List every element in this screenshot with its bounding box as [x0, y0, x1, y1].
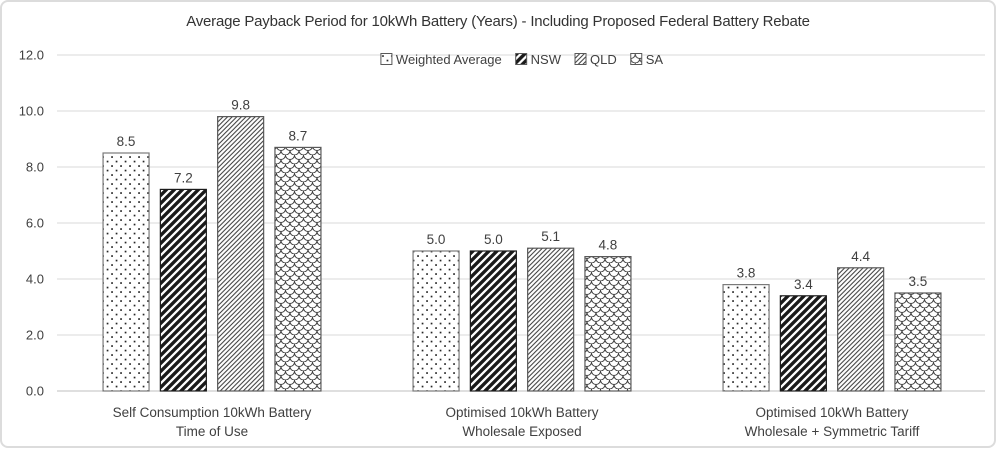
legend-swatch-sa	[630, 53, 643, 65]
x-axis-category-label-3: Optimised 10kWh Battery Wholesale + Symme…	[745, 405, 920, 439]
legend-item-qld: QLD	[574, 52, 617, 67]
y-axis-tick-label: 2.0	[26, 328, 44, 343]
legend-label-sa: SA	[646, 52, 664, 67]
value-labels-group: 8.5 5.0 3.8 7.2 5.0 3.4 9.8 5.1 4.4 8.7 4.8 3.5	[117, 98, 928, 292]
value-label-nsw-group-1: 7.2	[174, 170, 193, 185]
chart-title: Average Payback Period for 10kWh Battery…	[186, 13, 810, 30]
x-axis-category-label-1: Self Consumption 10kWh Battery Time of Us…	[113, 405, 312, 439]
legend: Weighted Average NSW QLD SA	[380, 52, 664, 67]
bars-group	[102, 115, 942, 392]
bar-qld-group-2	[527, 247, 575, 392]
value-label-qld-group-2: 5.1	[541, 229, 560, 244]
x-axis-category-label-2: Optimised 10kWh Battery Wholesale Exposed	[445, 405, 598, 439]
value-label-weighted-average-group-2: 5.0	[427, 232, 446, 247]
y-axis-tick-label: 6.0	[26, 216, 44, 231]
bar-qld-group-3	[837, 267, 885, 392]
y-axis-tick-label: 10.0	[19, 104, 44, 119]
y-axis-tick-label: 12.0	[19, 48, 44, 63]
value-label-nsw-group-2: 5.0	[484, 232, 503, 247]
value-label-weighted-average-group-3: 3.8	[737, 266, 756, 281]
bar-nsw-group-2	[469, 250, 517, 392]
value-label-qld-group-3: 4.4	[851, 249, 870, 264]
value-label-nsw-group-3: 3.4	[794, 277, 813, 292]
y-axis-tick-label: 8.0	[26, 160, 44, 175]
x-axis-labels-group: Self Consumption 10kWh Battery Time of Us…	[113, 405, 920, 439]
value-label-qld-group-1: 9.8	[231, 98, 250, 113]
legend-swatch-weighted-average	[380, 53, 393, 65]
legend-swatch-nsw	[515, 53, 528, 65]
bar-sa-group-2	[584, 256, 632, 392]
legend-item-sa: SA	[630, 52, 664, 67]
bar-weighted-average-group-3	[722, 284, 770, 392]
bar-sa-group-1	[274, 146, 322, 392]
bar-sa-group-3	[894, 292, 942, 392]
legend-label-nsw: NSW	[531, 52, 562, 67]
value-label-sa-group-2: 4.8	[599, 238, 618, 253]
value-label-weighted-average-group-1: 8.5	[117, 134, 136, 149]
legend-swatch-qld	[574, 53, 587, 65]
bar-weighted-average-group-2	[412, 250, 460, 392]
legend-label-qld: QLD	[590, 52, 617, 67]
bar-weighted-average-group-1	[102, 152, 150, 392]
bar-nsw-group-1	[159, 188, 207, 392]
value-label-sa-group-1: 8.7	[289, 128, 308, 143]
legend-label-weighted-average: Weighted Average	[396, 52, 502, 67]
value-label-sa-group-3: 3.5	[909, 274, 928, 289]
y-axis-tick-label: 4.0	[26, 272, 44, 287]
y-axis-tick-label: 0.0	[26, 384, 44, 399]
legend-item-weighted-average: Weighted Average	[380, 52, 502, 67]
bar-nsw-group-3	[779, 295, 827, 392]
legend-item-nsw: NSW	[515, 52, 562, 67]
bar-qld-group-1	[217, 115, 265, 392]
